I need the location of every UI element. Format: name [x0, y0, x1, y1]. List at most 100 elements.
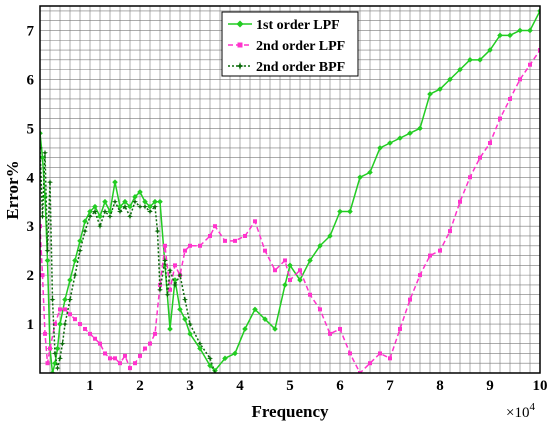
data-point [182, 296, 188, 303]
y-tick-label: 4 [27, 170, 35, 186]
data-point [283, 258, 287, 263]
data-point [44, 257, 51, 264]
data-point [208, 233, 212, 238]
y-tick-label: 2 [27, 268, 35, 284]
data-point [163, 243, 167, 248]
data-point [497, 32, 503, 39]
data-point [488, 141, 492, 146]
data-point [148, 341, 152, 346]
data-point [328, 331, 332, 336]
data-point [358, 371, 362, 373]
data-point [157, 286, 163, 293]
data-point [97, 223, 103, 230]
x-tick-label: 5 [286, 378, 294, 394]
data-point [282, 282, 288, 288]
data-point [87, 213, 93, 220]
data-point [468, 175, 472, 180]
y-tick-label: 7 [27, 23, 35, 39]
legend-marker-2nd-order-bpf [236, 62, 244, 70]
data-point [40, 144, 43, 151]
data-point [368, 361, 372, 366]
plot-frame [39, 5, 541, 374]
data-point [122, 198, 128, 205]
x-tick-labels: 1 2 3 4 5 6 7 8 9 10 [86, 378, 547, 394]
data-point [487, 47, 493, 53]
data-point [308, 292, 312, 297]
data-point [172, 281, 178, 288]
data-point [273, 268, 277, 273]
data-point [152, 203, 158, 210]
data-point [147, 203, 153, 210]
data-point [122, 203, 128, 210]
data-point [57, 321, 63, 327]
data-point [377, 145, 383, 151]
data-point [98, 341, 102, 346]
data-point [177, 272, 183, 279]
x-tick-label: 4 [236, 378, 244, 394]
data-point [428, 253, 432, 258]
data-point [157, 198, 163, 205]
data-point [447, 76, 453, 83]
data-point [164, 291, 171, 298]
data-point [167, 326, 173, 332]
data-point [142, 203, 148, 210]
data-point [133, 361, 137, 366]
data-point [83, 326, 87, 331]
data-point [297, 277, 303, 283]
data-point [347, 208, 353, 215]
data-point [252, 306, 258, 313]
data-point [117, 208, 123, 215]
data-point [152, 198, 158, 205]
data-point [118, 361, 122, 366]
series-layer [40, 8, 540, 373]
data-point [40, 273, 45, 278]
data-point [187, 331, 193, 337]
data-point [288, 278, 292, 283]
legend-entry-2nd-order-bpf: 2nd order BPF [228, 60, 345, 75]
data-point [102, 198, 108, 205]
data-point [318, 307, 322, 312]
x-multiplier: ×104 [506, 401, 535, 421]
data-point [213, 224, 217, 229]
data-point [458, 199, 462, 204]
data-point [183, 248, 187, 253]
data-point [82, 228, 88, 235]
data-point [222, 355, 228, 362]
data-point [457, 66, 463, 73]
data-point [153, 331, 157, 336]
data-point [498, 116, 502, 121]
data-point [388, 356, 392, 361]
data-point [538, 48, 540, 53]
data-point [188, 243, 192, 248]
data-point [467, 57, 473, 63]
data-point [112, 179, 118, 185]
data-point [207, 355, 213, 362]
data-point [107, 213, 113, 220]
data-point [154, 228, 161, 235]
y-tick-label: 1 [27, 317, 35, 333]
data-point [127, 203, 133, 210]
data-point [418, 273, 422, 278]
data-point [427, 91, 433, 97]
legend-entry-2nd-order-lpf: 2nd order LPF [228, 39, 345, 54]
data-point [72, 257, 78, 264]
data-point [78, 322, 82, 327]
y-tick-label: 3 [27, 219, 35, 235]
y-tick-labels: 1 2 3 4 5 6 7 [27, 23, 35, 333]
data-point [272, 326, 278, 332]
data-point [54, 365, 61, 372]
data-point [112, 198, 118, 205]
data-point [92, 208, 98, 215]
data-point [438, 248, 442, 253]
data-point [107, 208, 113, 215]
data-point [93, 336, 97, 341]
data-point [527, 27, 533, 34]
data-point [59, 340, 66, 347]
data-point [67, 296, 73, 303]
data-point [77, 247, 83, 254]
data-point [348, 351, 352, 356]
data-point [327, 233, 333, 239]
data-point [113, 356, 117, 361]
data-point [44, 247, 51, 254]
data-point [172, 277, 178, 283]
